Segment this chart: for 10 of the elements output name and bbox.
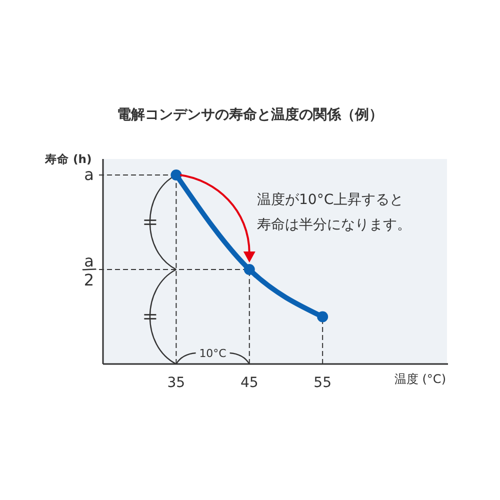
annotation: 温度が10°C上昇すると寿命は半分になります。 [257, 192, 411, 233]
x-tick-label: 35 [167, 375, 186, 391]
y-axis-title: 寿命 (h) [44, 152, 92, 166]
chart-title: 電解コンデンサの寿命と温度の関係（例） [117, 106, 383, 123]
annotation: 10°C [199, 347, 227, 360]
text: a/2 [80, 252, 100, 290]
x-tick-label: 55 [314, 375, 332, 391]
text: a [84, 165, 94, 184]
x-axis-title: 温度 (°C) [394, 372, 446, 386]
x-tick-label: 45 [240, 375, 258, 391]
